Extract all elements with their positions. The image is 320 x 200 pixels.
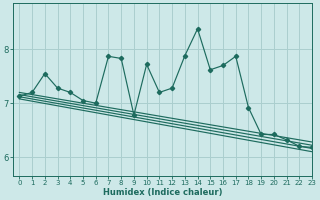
X-axis label: Humidex (Indice chaleur): Humidex (Indice chaleur) [103, 188, 222, 197]
